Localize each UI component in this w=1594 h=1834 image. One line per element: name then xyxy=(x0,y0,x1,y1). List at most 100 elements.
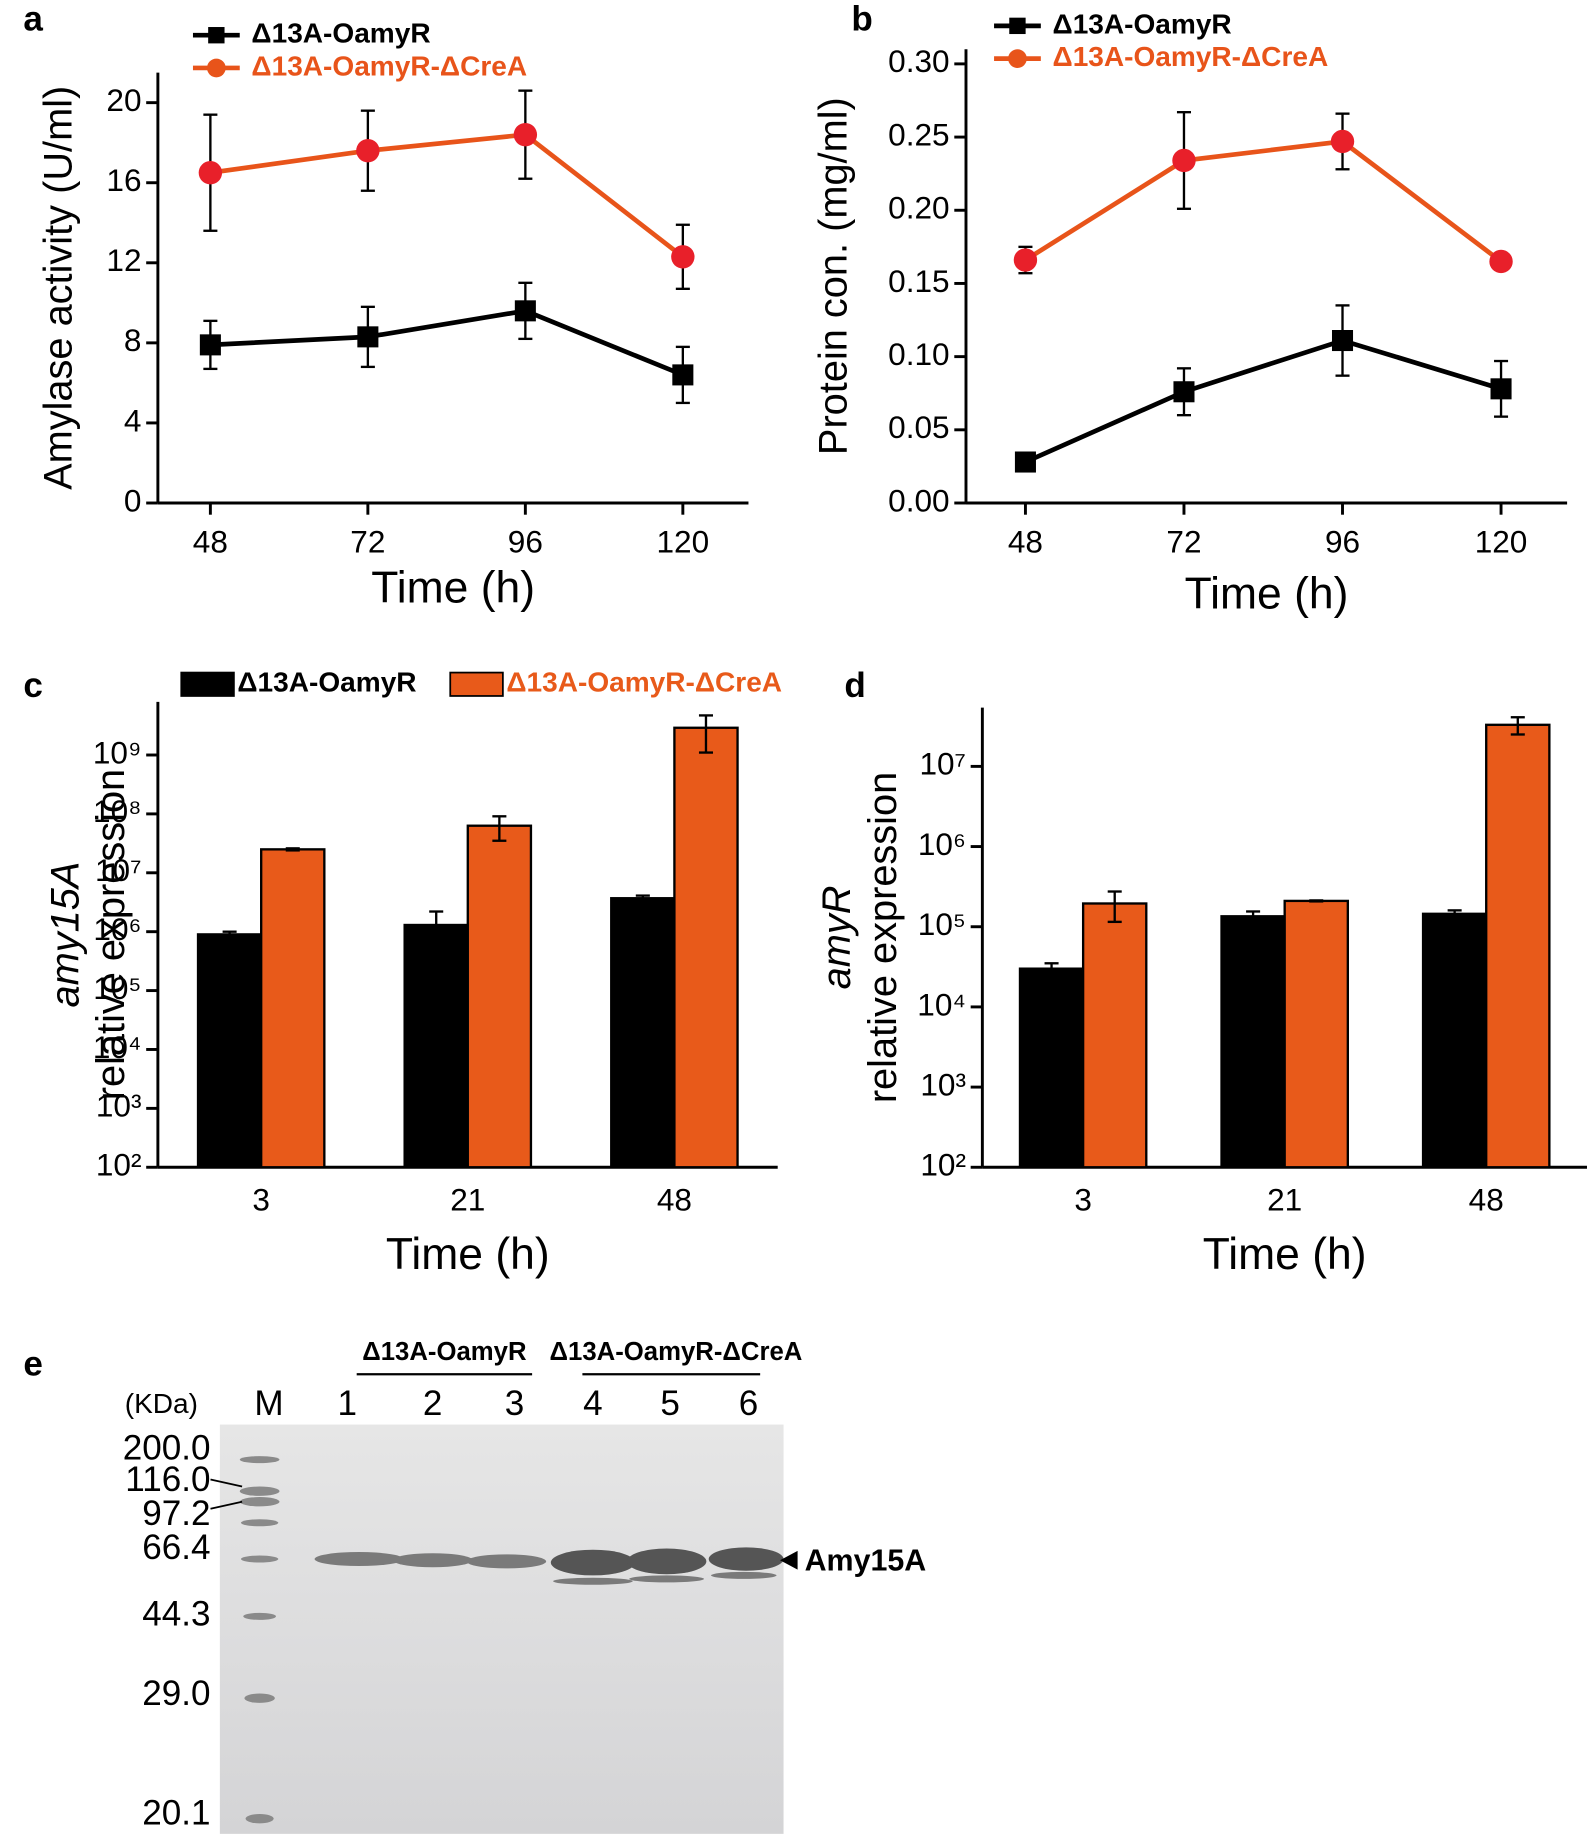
lane-label: 1 xyxy=(338,1384,358,1423)
group-label: Δ13A-OamyR xyxy=(362,1338,527,1366)
panel-letter: c xyxy=(23,666,43,705)
marker xyxy=(198,161,223,185)
legend-marker xyxy=(1009,17,1026,35)
legend-marker xyxy=(1008,49,1027,68)
legend-label: Δ13A-OamyR xyxy=(251,18,430,49)
panel-letter: a xyxy=(23,0,43,38)
marker xyxy=(1013,248,1038,272)
marker xyxy=(1173,381,1195,403)
marker xyxy=(1490,378,1512,400)
x-tick-label: 120 xyxy=(1475,523,1528,559)
lane-label: 4 xyxy=(583,1384,603,1423)
x-axis-title: Time (h) xyxy=(1185,569,1349,618)
x-tick-label: 48 xyxy=(193,523,228,559)
bar xyxy=(610,897,676,1169)
group-label: Δ13A-OamyR-ΔCreA xyxy=(550,1338,803,1366)
panel-letter: b xyxy=(851,0,872,38)
series-line xyxy=(210,132,685,259)
bar xyxy=(196,933,263,1169)
gel-image xyxy=(219,1424,784,1834)
pointer-line xyxy=(210,1478,243,1488)
panel-letter: e xyxy=(23,1344,43,1383)
marker xyxy=(1330,129,1355,154)
x-tick-label: 96 xyxy=(1325,523,1360,559)
y-tick-label: 10⁸ xyxy=(93,793,141,829)
y-tick-label: 16 xyxy=(106,162,141,198)
y-tick-label: 0 xyxy=(124,482,142,518)
bar xyxy=(1018,967,1085,1169)
x-tick-label: 48 xyxy=(657,1182,692,1218)
x-tick-label: 3 xyxy=(252,1182,270,1218)
y-tick-label: 10⁷ xyxy=(95,852,142,888)
sample-bands xyxy=(314,1547,784,1585)
y-tick-label: 10³ xyxy=(920,1066,966,1102)
y-tick-label: 10² xyxy=(920,1147,966,1183)
marker-size: 44.3 xyxy=(142,1595,210,1634)
legend-marker xyxy=(206,58,226,78)
y-tick-label: 10⁶ xyxy=(93,911,141,947)
x-tick-label: 48 xyxy=(1008,523,1043,559)
lane-label: 3 xyxy=(505,1384,525,1423)
x-tick-label: 21 xyxy=(1267,1182,1302,1218)
marker xyxy=(1331,330,1354,352)
y-tick-label: 10⁵ xyxy=(918,906,966,942)
series-line xyxy=(1024,338,1502,465)
y-axis-gene: amyR xyxy=(815,886,859,990)
lane-label: 2 xyxy=(423,1384,443,1423)
marker-size: 20.1 xyxy=(142,1793,210,1832)
x-tick-label: 72 xyxy=(350,523,385,559)
legend-label: Δ13A-OamyR-ΔCreA xyxy=(1053,41,1329,72)
y-tick-label: 10⁵ xyxy=(93,970,141,1006)
bar xyxy=(673,726,739,1169)
marker-size: 29.0 xyxy=(142,1674,210,1713)
marker xyxy=(514,300,536,322)
band-arrow xyxy=(780,1550,798,1570)
marker-size: 66.4 xyxy=(142,1528,210,1567)
chart-panel: c 10² 10³ 10⁴ 10⁵ 10⁶ 10⁷ 10⁸ 10⁹ Time (h) relativ… xyxy=(23,666,782,1279)
y-tick-label: 10⁷ xyxy=(919,746,966,782)
y-tick-label: 0.30 xyxy=(888,43,949,79)
legend-label: Δ13A-OamyR-ΔCreA xyxy=(506,667,782,698)
unit-label: (KDa) xyxy=(125,1388,198,1419)
marker-size: 200.0 xyxy=(123,1429,211,1468)
y-tick-label: 0.20 xyxy=(888,190,949,226)
chart-panel: d 10² 10³ 10⁴ 10⁵ 10⁶ 10⁷ Time (h) relative expr… xyxy=(815,666,1587,1279)
bar xyxy=(1421,912,1488,1169)
y-axis-title: relative expression xyxy=(89,769,133,1100)
marker xyxy=(672,364,694,386)
pointer-line xyxy=(210,1500,243,1510)
marker xyxy=(356,139,380,163)
series-line xyxy=(210,308,684,378)
x-tick-label: 48 xyxy=(1469,1182,1504,1218)
y-tick-label: 4 xyxy=(124,402,142,438)
y-axis-title: relative expression xyxy=(861,772,905,1103)
x-tick-label: 120 xyxy=(657,523,710,559)
band-label: Amy15A xyxy=(805,1544,927,1578)
marker xyxy=(199,334,221,356)
bar xyxy=(403,923,469,1169)
y-tick-label: 10⁹ xyxy=(93,734,142,770)
marker xyxy=(1489,249,1513,274)
y-tick-label: 10⁴ xyxy=(917,986,966,1022)
marker-size: 97.2 xyxy=(142,1494,210,1533)
x-axis-title: Time (h) xyxy=(371,563,535,612)
legend-marker xyxy=(208,27,225,44)
x-tick-label: 21 xyxy=(450,1182,485,1218)
y-tick-label: 10² xyxy=(96,1147,142,1183)
marker xyxy=(1014,451,1036,473)
y-tick-label: 10⁴ xyxy=(93,1029,142,1065)
lane-label: M xyxy=(254,1384,283,1423)
legend-swatch xyxy=(180,671,235,697)
bar xyxy=(260,848,326,1169)
bar xyxy=(1220,915,1286,1169)
legend-label: Δ13A-OamyR xyxy=(237,667,416,698)
y-tick-label: 10⁶ xyxy=(918,826,966,862)
ladder-bands xyxy=(239,1456,280,1824)
bar xyxy=(1485,723,1551,1169)
x-axis-title: Time (h) xyxy=(1203,1230,1367,1279)
marker xyxy=(671,245,695,269)
y-axis-gene: amy15A xyxy=(43,862,87,1008)
marker xyxy=(357,326,379,348)
legend-label: Δ13A-OamyR-ΔCreA xyxy=(251,50,527,81)
